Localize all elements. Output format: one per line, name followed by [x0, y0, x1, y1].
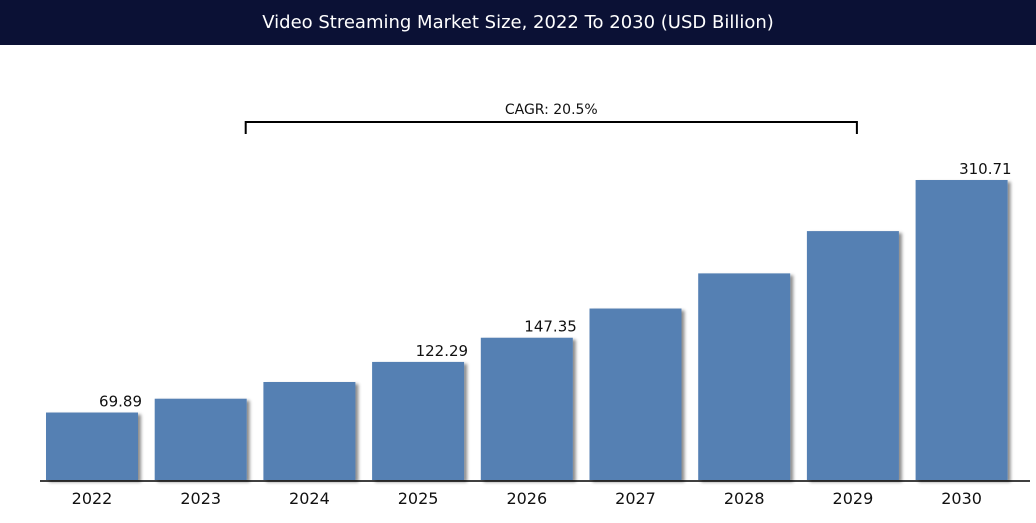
bar-2028	[698, 273, 791, 480]
x-tick-2029: 2029	[833, 489, 874, 508]
x-tick-2028: 2028	[724, 489, 765, 508]
x-tick-group: 2022 2023 2024 2025 2026 2027 2028 2029 2030	[72, 489, 982, 508]
x-tick-2027: 2027	[615, 489, 656, 508]
bar-2027	[589, 308, 682, 480]
bar-2030	[915, 180, 1008, 480]
data-label-2030: 310.71	[959, 160, 1012, 178]
x-tick-2030: 2030	[941, 489, 982, 508]
bar-2024	[263, 382, 356, 480]
bar-2022	[46, 412, 138, 480]
chart-title: Video Streaming Market Size, 2022 To 203…	[0, 0, 1036, 45]
x-tick-2026: 2026	[506, 489, 547, 508]
bar-group	[46, 180, 1008, 480]
data-label-2022: 69.89	[99, 393, 142, 411]
data-label-group: 69.89 122.29 147.35 310.71	[99, 160, 1012, 411]
bar-2029	[806, 231, 899, 480]
cagr-label: CAGR: 20.5%	[505, 102, 598, 118]
data-label-2026: 147.35	[524, 318, 577, 336]
x-tick-2025: 2025	[398, 489, 439, 508]
cagr-bracket	[244, 121, 858, 134]
bar-2026	[480, 337, 573, 480]
x-tick-2023: 2023	[180, 489, 221, 508]
x-tick-2024: 2024	[289, 489, 330, 508]
data-label-2025: 122.29	[416, 342, 469, 360]
x-tick-2022: 2022	[72, 489, 113, 508]
bar-2025	[372, 361, 465, 480]
bar-2023	[154, 398, 247, 480]
